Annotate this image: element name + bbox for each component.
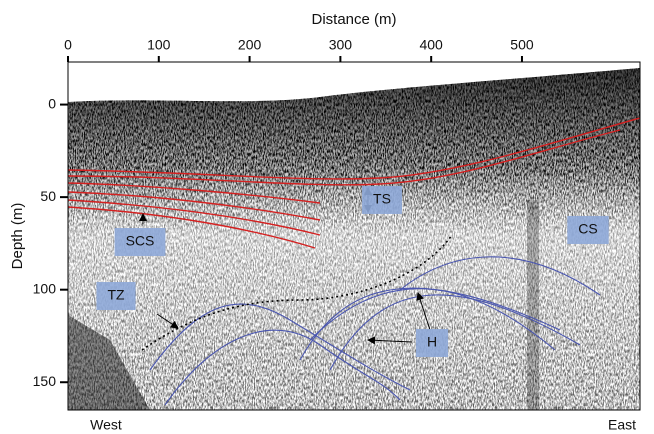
annotation: H (427, 334, 437, 350)
x-tick-label: 100 (147, 37, 171, 53)
y-tick-label: 50 (40, 188, 56, 204)
annotation: West (90, 417, 122, 433)
x-tick-label: 500 (510, 37, 534, 53)
y-tick-label: 150 (33, 373, 57, 389)
annotation: SCS (126, 233, 155, 249)
annotation: TZ (107, 287, 125, 303)
y-tick-label: 0 (48, 95, 56, 111)
annotation: TS (373, 191, 391, 207)
x-tick-label: 300 (329, 37, 353, 53)
x-tick-label: 400 (419, 37, 443, 53)
x-tick-label: 200 (238, 37, 262, 53)
annotation: East (608, 417, 636, 433)
annotation: CS (578, 221, 597, 237)
x-tick-label: 0 (64, 37, 72, 53)
figure: TS SCS CS TZ H 0 100 200 300 400 500 0 50 100 150 Dist… (0, 0, 654, 434)
y-tick-label: 100 (33, 280, 57, 296)
y-axis-label: Depth (m) (9, 203, 26, 270)
x-axis-label: Distance (m) (311, 11, 396, 28)
